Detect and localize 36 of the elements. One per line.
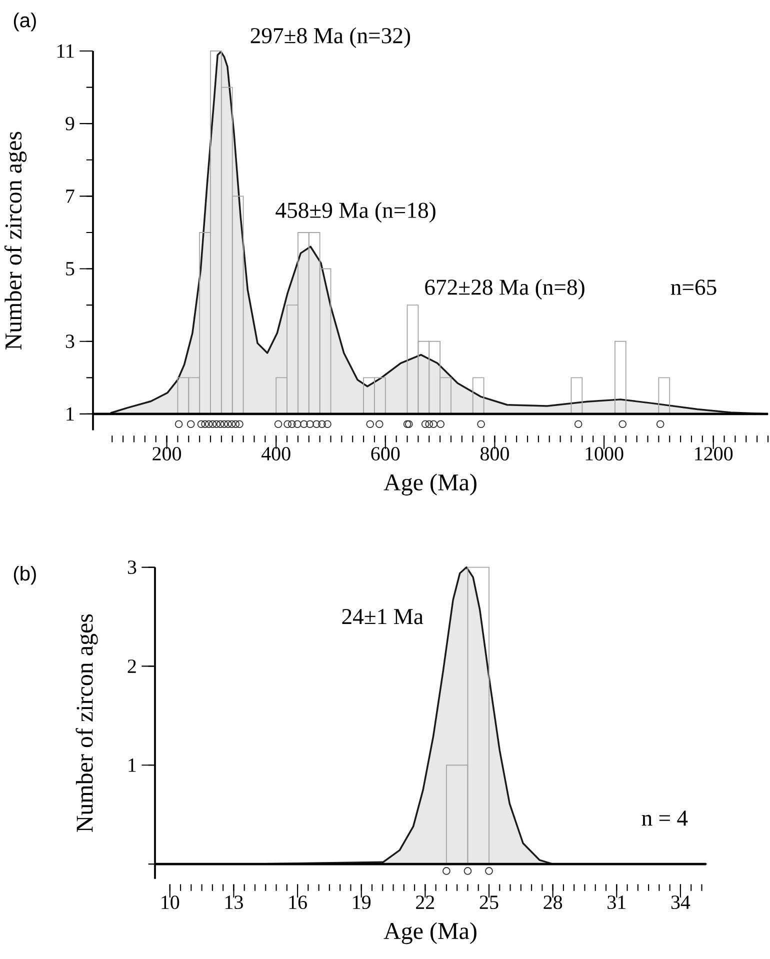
annotation: 24±1 Ma: [342, 609, 424, 624]
y-tick-label: 3: [66, 334, 74, 348]
x-tick-label: 16: [289, 896, 307, 910]
x-tick-label: 400: [261, 447, 290, 460]
x-axis-title: Age (Ma): [384, 922, 476, 944]
annotation: n=65: [670, 280, 716, 295]
annotation: n = 4: [642, 810, 688, 826]
y-tick-label: 11: [57, 44, 74, 58]
x-tick-label: 31: [608, 896, 626, 910]
x-tick-label: 1200: [695, 447, 733, 460]
y-tick-label: 9: [66, 116, 74, 130]
x-tick-label: 28: [544, 896, 562, 910]
x-tick-label: 34: [671, 896, 690, 910]
x-axis-title: Age (Ma): [384, 474, 476, 496]
y-axis-title: Number of zircon ages: [4, 132, 27, 350]
y-tick-label: 1: [66, 407, 74, 421]
chart-title: (b): [14, 566, 36, 585]
annotation: 297±8 Ma (n=32): [250, 27, 410, 48]
x-tick-label: 200: [152, 447, 182, 460]
x-tick-label: 1000: [586, 447, 624, 460]
x-tick-label: 13: [225, 896, 243, 910]
annotation: 672±28 Ma (n=8): [425, 278, 584, 300]
y-tick-label: 7: [66, 190, 74, 203]
x-tick-label: 800: [480, 447, 509, 460]
y-tick-label: 3: [128, 560, 136, 574]
y-axis-title: Number of zircon ages: [76, 614, 98, 832]
x-tick-label: 19: [353, 896, 371, 910]
chart-title: (a): [14, 12, 36, 32]
x-tick-label: 25: [480, 896, 498, 910]
x-tick-label: 22: [416, 896, 434, 909]
annotation: 458±9 Ma (n=18): [276, 202, 436, 223]
x-tick-label: 600: [371, 447, 400, 460]
y-tick-label: 1: [128, 758, 136, 772]
y-tick-label: 2: [128, 660, 136, 673]
y-tick-label: 5: [66, 262, 74, 276]
x-tick-label: 10: [162, 896, 180, 910]
